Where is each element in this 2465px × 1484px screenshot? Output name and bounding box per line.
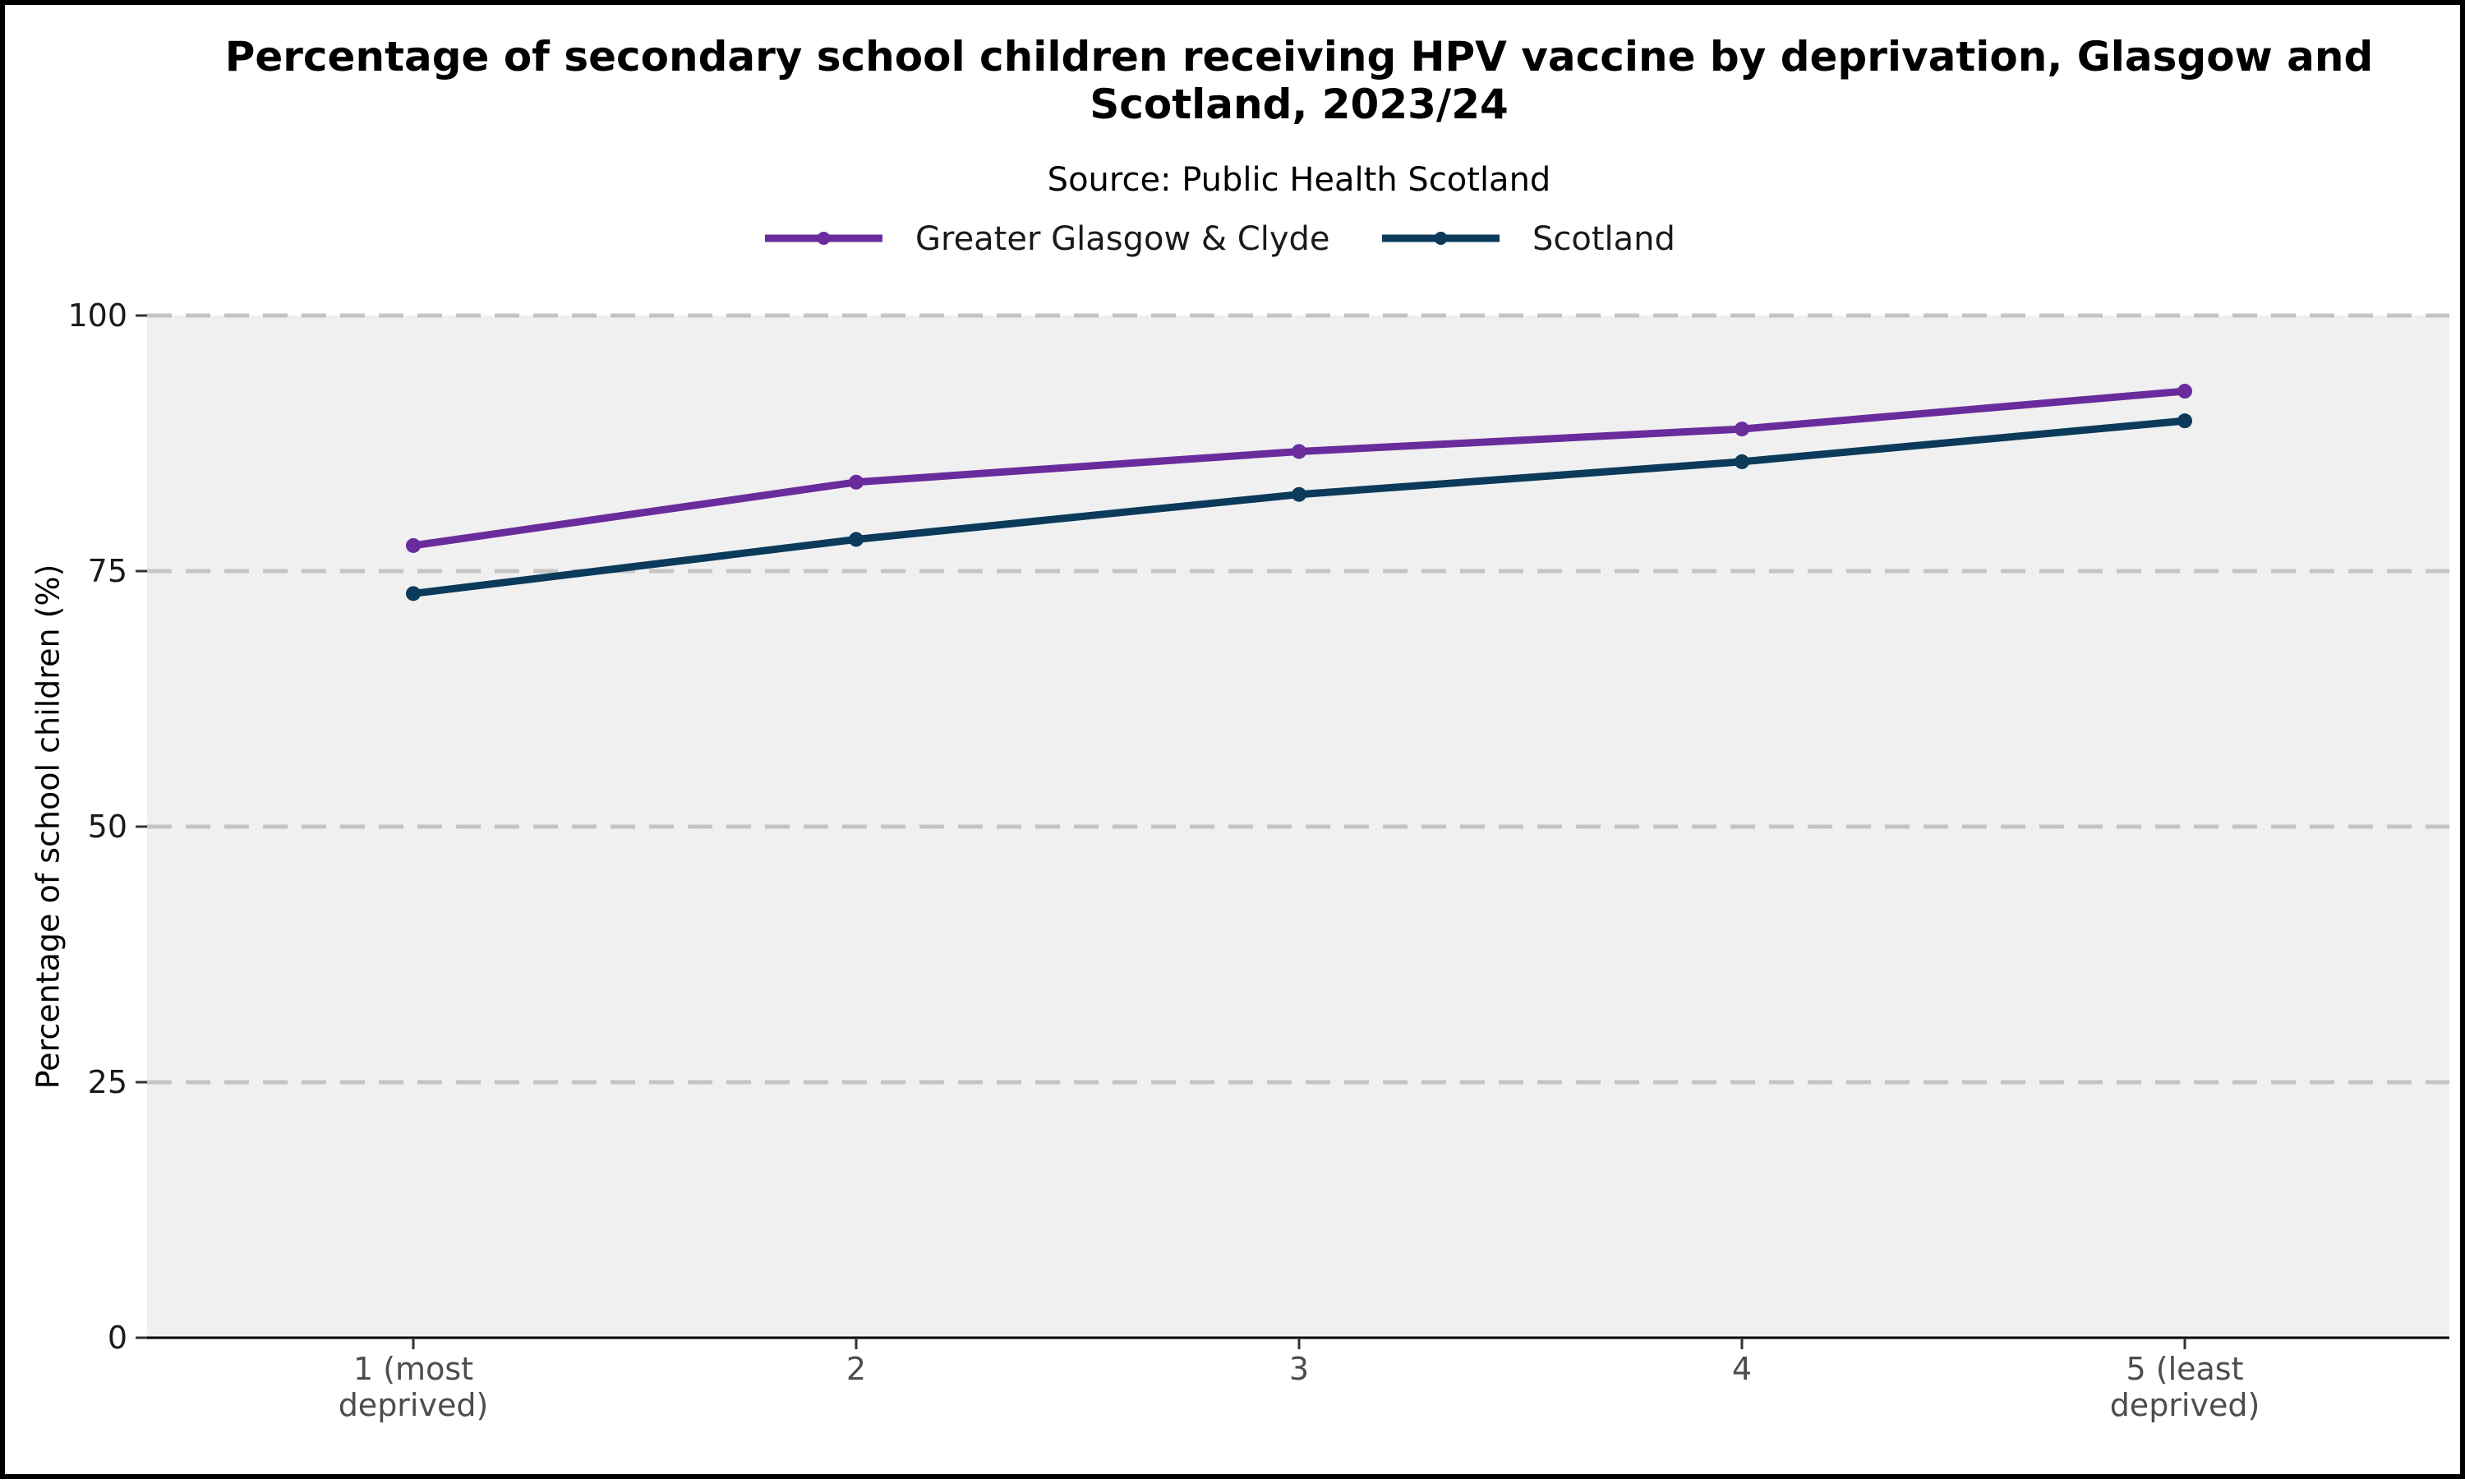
y-axis: 0 25 50 75 100	[67, 297, 147, 1356]
y-tick-label: 0	[108, 1320, 127, 1356]
legend-swatch-marker	[817, 232, 831, 245]
x-axis: 1 (most deprived)2 3 4 5 (least deprived)	[147, 1336, 2449, 1423]
x-tick-label: 4	[1732, 1351, 1752, 1387]
x-tick-label-line: 1 (most	[353, 1351, 473, 1387]
y-axis-label: Percentage of school children (%)	[30, 565, 66, 1090]
data-point	[2177, 384, 2192, 399]
chart-title-line: Percentage of secondary school children …	[225, 33, 2374, 81]
data-point	[1292, 444, 1306, 459]
data-point	[849, 532, 864, 547]
data-point	[1292, 486, 1306, 502]
x-tick-label-line: deprived)	[2110, 1387, 2260, 1423]
data-point	[1735, 422, 1749, 437]
x-tick-label-line: 3	[1289, 1351, 1309, 1387]
x-tick-label: 3	[1289, 1351, 1309, 1387]
chart-title: Percentage of secondary school children …	[225, 33, 2374, 128]
line-chart: Percentage of secondary school children …	[30, 33, 2449, 1423]
plot-area	[147, 316, 2449, 1338]
y-tick-label: 25	[88, 1064, 127, 1100]
x-tick-label: 2	[846, 1351, 866, 1387]
x-tick-label: 1 (most deprived)	[339, 1351, 489, 1423]
legend-label: Scotland	[1532, 220, 1675, 258]
x-tick-label-line: 2	[846, 1351, 866, 1387]
legend: Greater Glasgow & Clyde Scotland	[765, 220, 1675, 258]
y-tick-label: 75	[88, 553, 127, 589]
x-tick-label-line: 4	[1732, 1351, 1752, 1387]
legend-swatch-marker	[1434, 232, 1448, 245]
series-lines	[406, 384, 2192, 601]
x-tick-label: 5 (least deprived)	[2110, 1351, 2260, 1423]
data-point	[406, 586, 421, 601]
legend-label: Greater Glasgow & Clyde	[915, 220, 1330, 258]
chart-title-line: Scotland, 2023/24	[1090, 81, 1509, 128]
data-point	[2177, 413, 2192, 429]
data-point	[849, 474, 864, 490]
y-tick-label: 50	[88, 809, 127, 845]
legend-item: Scotland	[1382, 220, 1675, 258]
chart-subtitle: Source: Public Health Scotland	[1048, 161, 1551, 199]
x-tick-label-line: deprived)	[339, 1387, 489, 1423]
data-point	[1735, 454, 1749, 469]
x-tick-label-line: 5 (least	[2126, 1351, 2243, 1387]
legend-item: Greater Glasgow & Clyde	[765, 220, 1330, 258]
y-tick-label: 100	[67, 297, 127, 334]
series-1	[406, 413, 2192, 601]
data-point	[406, 537, 421, 553]
series-0	[406, 384, 2192, 553]
